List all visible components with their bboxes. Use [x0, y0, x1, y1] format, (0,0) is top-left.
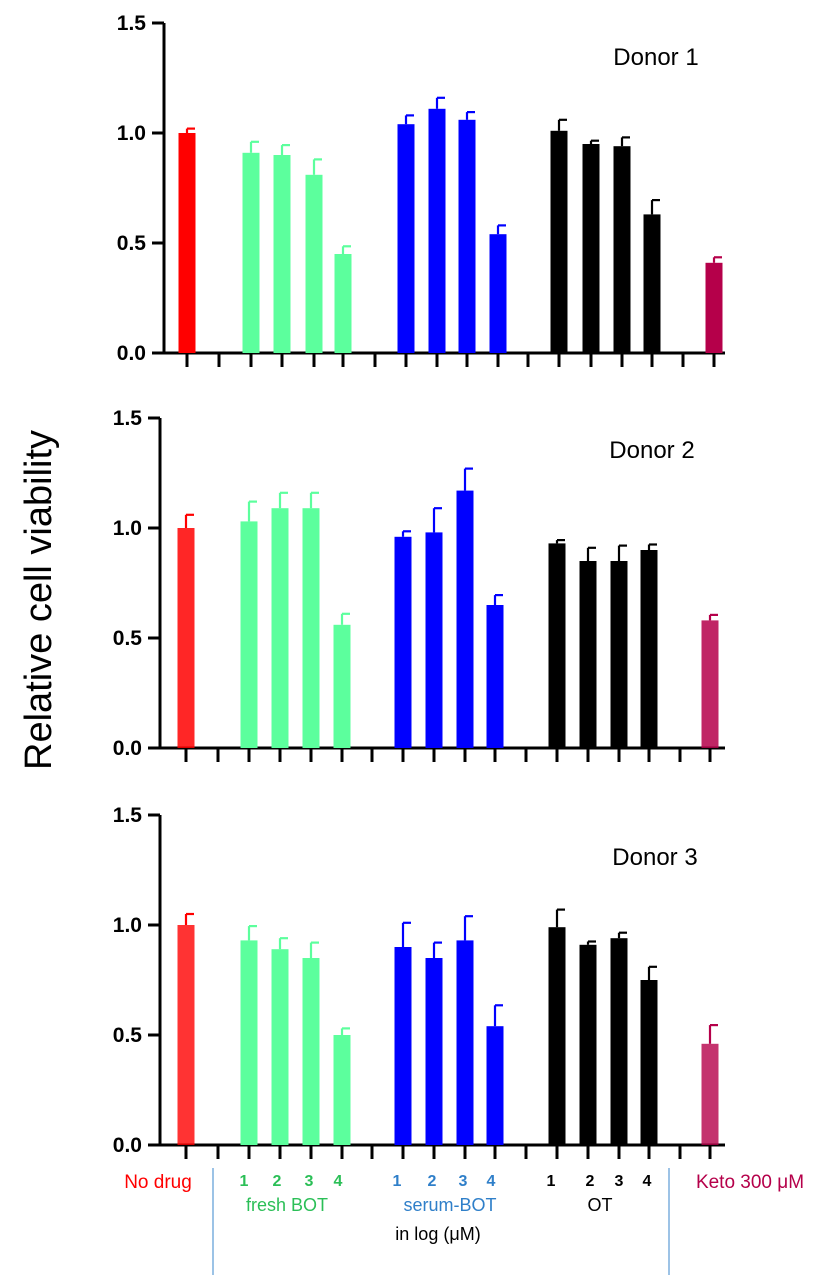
bar-ot-3 [613, 146, 631, 353]
bar-keto-300-m [705, 262, 723, 353]
fresh-bot-dose-3: 3 [305, 1173, 314, 1190]
ot-dose-1: 1 [547, 1173, 556, 1190]
bar-serum-bot-2 [425, 958, 443, 1145]
fresh-bot-dose-1: 1 [240, 1173, 249, 1190]
serum-bot-dose-2: 2 [428, 1173, 437, 1190]
bar-fresh-bot-2 [271, 949, 289, 1145]
bar-serum-bot-2 [428, 108, 446, 353]
bar-fresh-bot-3 [302, 958, 320, 1145]
bar-fresh-bot-2 [273, 155, 291, 353]
fresh-bot-dose-2: 2 [273, 1173, 282, 1190]
bar-ot-4 [643, 214, 661, 353]
y-tick-label: 0.0 [113, 1134, 142, 1157]
bar-serum-bot-3 [458, 119, 476, 353]
bar-serum-bot-4 [486, 1026, 504, 1145]
bar-serum-bot-4 [486, 605, 504, 748]
bar-fresh-bot-4 [333, 624, 351, 748]
serum-bot-dose-3: 3 [459, 1173, 468, 1190]
x-category-labels: No drug 1 2 3 4 fresh BOT 1 2 3 4 serum-… [124, 1168, 804, 1275]
y-tick-label: 1.0 [113, 914, 142, 937]
y-tick-label: 0.5 [117, 232, 147, 255]
y-tick-label: 1.5 [113, 407, 143, 430]
bar-ot-2 [579, 561, 597, 748]
bar-ot-3 [610, 938, 628, 1145]
bar-ot-4 [640, 550, 658, 748]
bar-no-drug [177, 528, 195, 748]
no-drug-label: No drug [124, 1172, 192, 1193]
serum-bot-dose-4: 4 [487, 1173, 496, 1190]
y-axis-label: Relative cell viability [18, 430, 60, 770]
bar-ot-1 [548, 543, 566, 748]
y-tick-label: 1.0 [113, 517, 142, 540]
bar-ot-2 [582, 144, 600, 353]
y-tick-label: 0.5 [113, 1024, 143, 1047]
bar-fresh-bot-3 [305, 174, 323, 353]
bar-no-drug [178, 133, 196, 353]
bar-no-drug [177, 925, 195, 1145]
bar-fresh-bot-1 [242, 152, 260, 353]
bar-ot-3 [610, 561, 628, 748]
keto-label: Keto 300 μM [696, 1172, 804, 1193]
serum-bot-label: serum-BOT [403, 1195, 496, 1215]
bar-serum-bot-1 [394, 947, 412, 1145]
donor-2-panel: 0.0 0.5 1.0 1.5 Donor 2 [113, 407, 725, 762]
donor-title: Donor 2 [609, 437, 694, 464]
y-tick-label: 0.5 [113, 627, 143, 650]
donor-1-panel: 0.0 0.5 1.0 1.5 Donor 1 [117, 12, 725, 367]
bar-serum-bot-3 [456, 490, 474, 748]
donor-title: Donor 3 [612, 844, 697, 871]
donor-title: Donor 1 [613, 44, 698, 71]
bar-fresh-bot-1 [240, 521, 258, 748]
y-tick-label: 1.0 [117, 122, 146, 145]
ot-dose-2: 2 [586, 1173, 595, 1190]
bar-ot-2 [579, 944, 597, 1145]
y-tick-label: 0.0 [113, 737, 142, 760]
bar-serum-bot-1 [397, 124, 415, 353]
donor-3-panel: 0.0 0.5 1.0 1.5 Donor 3 [113, 804, 725, 1159]
fresh-bot-dose-4: 4 [334, 1173, 343, 1190]
ot-dose-4: 4 [643, 1173, 652, 1190]
y-tick-label: 0.0 [117, 342, 146, 365]
bar-fresh-bot-3 [302, 508, 320, 748]
bar-fresh-bot-4 [334, 254, 352, 353]
bar-keto-300-m [701, 1043, 719, 1145]
fresh-bot-label: fresh BOT [246, 1195, 328, 1215]
bar-keto-300-m [701, 620, 719, 748]
bar-serum-bot-1 [394, 536, 412, 748]
bar-ot-4 [640, 980, 658, 1145]
bar-serum-bot-3 [456, 940, 474, 1145]
serum-bot-dose-1: 1 [393, 1173, 402, 1190]
bar-ot-1 [548, 927, 566, 1145]
ot-label: OT [588, 1195, 613, 1215]
bar-fresh-bot-2 [271, 508, 289, 748]
bar-fresh-bot-1 [240, 940, 258, 1145]
y-tick-label: 1.5 [117, 12, 147, 35]
bar-ot-1 [550, 130, 568, 353]
bar-fresh-bot-4 [333, 1035, 351, 1145]
y-tick-label: 1.5 [113, 804, 143, 827]
ot-dose-3: 3 [615, 1173, 624, 1190]
bar-serum-bot-2 [425, 532, 443, 748]
bar-serum-bot-4 [489, 234, 507, 353]
log-unit-note: in log (μM) [395, 1224, 480, 1244]
